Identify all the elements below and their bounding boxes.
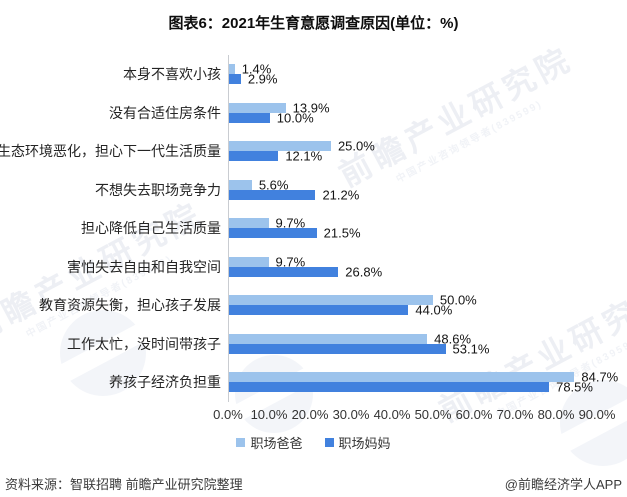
chart-row: 养孩子经济负担重 84.7% 78.5% [0,363,627,402]
bar-mom: 10.0% [229,110,314,125]
value-label: 48.6% [434,331,472,347]
chart-row: 没有合适住房条件 13.9% 10.0% [0,93,627,132]
x-axis: 0.0% 10.0% 20.0% 30.0% 40.0% 50.0% 60.0% 70.0% 8… [213,404,615,424]
x-tick-label: 50.0% [414,406,452,422]
bar-mom: 78.5% [229,380,593,395]
value-label: 53.1% [452,341,490,357]
chart-row: 生态环境恶化，担心下一代生活质量 25.0% 12.1% [0,132,627,171]
x-tick-label: 60.0% [455,406,493,422]
bar-dad: 5.6% [229,177,288,192]
x-tick-label: 0.0% [213,406,243,422]
legend-item-dad: 职场爸爸 [236,433,303,452]
source-note: 资料来源：智联招聘 前瞻产业研究院整理 [5,476,243,492]
value-label: 50.0% [439,292,477,308]
value-label: 13.9% [292,100,330,116]
category-label: 养孩子经济负担重 [109,374,221,391]
bar-mom: 44.0% [229,303,452,318]
chart-row: 担心降低自己生活质量 9.7% 21.5% [0,209,627,248]
value-label: 25.0% [337,138,375,154]
value-label: 78.5% [556,379,593,395]
bar-group: 9.7% 21.5% [228,209,596,248]
chart-title: 图表6：2021年生育意愿调查原因(单位：%) [168,15,459,32]
x-tick-label: 40.0% [373,406,411,422]
value-label: 10.0% [276,110,314,126]
legend-swatch-mom-icon [324,437,334,447]
chart-row: 本身不喜欢小孩 1.4% 2.9% [0,55,627,94]
category-label: 生态环境恶化，担心下一代生活质量 [0,143,221,160]
bar-dad: 9.7% [229,254,305,269]
bar-dad: 84.7% [229,370,618,385]
plot-area: 本身不喜欢小孩 1.4% 2.9% 没有合适住房条件 13.9% 10.0% 生态环境恶化，… [0,55,627,424]
bar-dad: 13.9% [229,100,330,115]
footer: 资料来源：智联招聘 前瞻产业研究院整理 @前瞻经济学人APP [0,474,627,493]
bar-dad: 9.7% [229,216,305,231]
bar-mom: 2.9% [229,72,277,87]
value-label: 26.8% [345,264,383,280]
x-tick-label: 10.0% [250,406,288,422]
bar-group: 50.0% 44.0% [228,286,596,325]
value-label: 12.1% [285,148,323,164]
bar-group: 48.6% 53.1% [228,324,596,363]
legend: 职场爸爸 职场妈妈 [0,433,627,452]
bar-dad: 25.0% [229,139,375,154]
legend-label-dad: 职场爸爸 [250,435,303,451]
value-label: 44.0% [415,302,453,318]
x-tick-label: 90.0% [578,406,616,422]
chart-rows: 本身不喜欢小孩 1.4% 2.9% 没有合适住房条件 13.9% 10.0% 生态环境恶化，… [0,55,627,402]
value-label: 21.5% [323,225,361,241]
chart-row: 害怕失去自由和自我空间 9.7% 26.8% [0,247,627,286]
bar-group: 13.9% 10.0% [228,93,596,132]
value-label: 9.7% [275,215,306,231]
category-label: 没有合适住房条件 [109,104,221,121]
value-label: 21.2% [322,187,360,203]
legend-swatch-dad-icon [236,437,246,447]
x-tick-label: 70.0% [496,406,534,422]
category-label: 不想失去职场竞争力 [95,181,221,198]
category-label: 教育资源失衡，担心孩子发展 [39,297,221,314]
bar-mom: 53.1% [229,341,489,356]
chart-row: 工作太忙，没时间带孩子 48.6% 53.1% [0,324,627,363]
category-label: 害怕失去自由和自我空间 [67,258,221,275]
bar-mom: 12.1% [229,149,322,164]
value-label: 5.6% [258,177,289,193]
value-label: 9.7% [275,254,306,270]
bar-group: 1.4% 2.9% [228,55,596,94]
bar-dad: 50.0% [229,293,477,308]
x-tick-label: 80.0% [537,406,575,422]
bar-group: 25.0% 12.1% [228,132,596,171]
bar-group: 9.7% 26.8% [228,247,596,286]
category-label: 工作太忙，没时间带孩子 [67,335,221,352]
bar-mom: 21.2% [229,187,359,202]
bar-dad: 48.6% [229,331,471,346]
x-tick-label: 20.0% [291,406,329,422]
value-label: 1.4% [241,61,272,77]
chart-row: 不想失去职场竞争力 5.6% 21.2% [0,170,627,209]
chart-row: 教育资源失衡，担心孩子发展 50.0% 44.0% [0,286,627,325]
value-label: 2.9% [247,71,278,87]
bar-group: 5.6% 21.2% [228,170,596,209]
bar-dad: 1.4% [229,62,271,77]
x-tick-label: 30.0% [332,406,370,422]
legend-item-mom: 职场妈妈 [324,433,391,452]
legend-label-mom: 职场妈妈 [338,435,391,451]
category-label: 担心降低自己生活质量 [81,220,221,237]
bar-group: 84.7% 78.5% [228,363,618,402]
bar-mom: 21.5% [229,226,361,241]
brand-note: @前瞻经济学人APP [504,476,622,492]
category-label: 本身不喜欢小孩 [123,66,221,83]
bar-mom: 26.8% [229,264,382,279]
